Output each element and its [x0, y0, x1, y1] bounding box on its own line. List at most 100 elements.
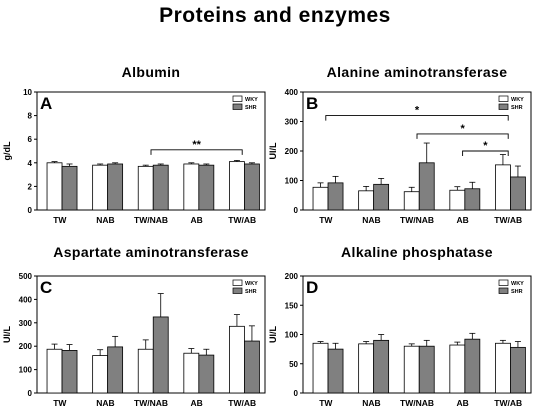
y-tick-label: 400	[285, 88, 299, 97]
y-tick-label: 500	[19, 272, 33, 281]
panel-title: Aspartate aminotransferase	[53, 244, 249, 260]
legend-label: WKY	[245, 281, 258, 287]
figure-title: Proteins and enzymes	[159, 4, 391, 27]
category-label: TW	[53, 398, 67, 408]
legend-label: WKY	[245, 97, 258, 103]
legend-label: SHR	[511, 289, 523, 295]
bar-shr	[510, 346, 526, 394]
y-tick-label: 0	[294, 389, 299, 398]
bar-shr	[152, 164, 169, 211]
bar-wky	[358, 343, 375, 394]
panel-c: Aspartate aminotransferase 0 100 200 300 400 5…	[2, 244, 266, 408]
category-label: AB	[190, 215, 202, 225]
bar-wky	[403, 191, 420, 211]
bar-shr	[327, 182, 344, 211]
bar-wky	[183, 163, 200, 211]
category-label: AB	[456, 215, 468, 225]
bar-wky	[92, 164, 109, 211]
bar-wky	[137, 165, 154, 211]
legend-swatch-wky	[498, 95, 509, 102]
bar-shr	[244, 340, 260, 394]
legend-label: WKY	[511, 281, 524, 287]
bar-shr	[152, 316, 169, 394]
panel-letter: B	[306, 94, 318, 113]
bar-shr	[107, 346, 124, 394]
y-tick-label: 200	[285, 147, 299, 156]
y-tick-label: 8	[28, 112, 33, 121]
category-label: TW/AB	[228, 215, 256, 225]
category-label: TW/AB	[228, 398, 256, 408]
y-tick-label: 400	[19, 295, 33, 304]
significance-bracket	[150, 149, 243, 155]
y-axis-label: UI/L	[268, 142, 278, 160]
y-tick-label: 6	[28, 135, 33, 144]
bar-wky	[46, 162, 63, 211]
panel-letter: D	[306, 278, 318, 297]
panel-d: Alkaline phosphatase 0 50 100 150 200 UI/L D TW N…	[268, 244, 532, 408]
bar-shr	[198, 354, 215, 394]
bar-wky	[46, 348, 63, 394]
bar-shr	[244, 163, 260, 211]
y-tick-label: 200	[19, 342, 33, 351]
significance-label: *	[483, 140, 488, 152]
legend-swatch-wky	[232, 279, 243, 286]
bar-wky	[183, 352, 200, 394]
y-axis-label: g/dL	[2, 141, 12, 160]
bar-wky	[92, 355, 109, 394]
category-label: NAB	[96, 215, 114, 225]
y-tick-label: 100	[285, 177, 299, 186]
y-tick-label: 200	[285, 272, 299, 281]
significance-bracket	[325, 115, 509, 121]
panel-title: Alkaline phosphatase	[341, 244, 493, 260]
panel-a: Albumin 0 2 4 6 8 10 g/dL A TW NAB TW/NAB AB TW/AB ** W…	[2, 64, 266, 225]
y-tick-label: 100	[285, 331, 299, 340]
bar-shr	[373, 339, 390, 394]
bar-shr	[107, 163, 124, 211]
panel-title: Albumin	[122, 64, 181, 80]
significance-bracket	[462, 150, 509, 156]
y-tick-label: 300	[285, 118, 299, 127]
category-label: NAB	[362, 215, 380, 225]
category-label: AB	[456, 398, 468, 408]
y-axis-label: UI/L	[268, 325, 278, 343]
category-label: TW/AB	[494, 398, 522, 408]
bar-wky	[137, 348, 154, 394]
y-tick-label: 300	[19, 319, 33, 328]
category-label: TW/NAB	[400, 215, 434, 225]
y-tick-label: 0	[28, 389, 33, 398]
category-label: TW/NAB	[134, 215, 168, 225]
legend-label: SHR	[511, 105, 523, 111]
legend-swatch-shr	[232, 287, 243, 294]
legend-label: WKY	[511, 97, 524, 103]
legend-swatch-wky	[498, 279, 509, 286]
category-label: AB	[190, 398, 202, 408]
bar-wky	[495, 342, 511, 394]
bar-wky	[312, 342, 329, 394]
bar-shr	[61, 165, 78, 211]
bar-wky	[358, 190, 375, 211]
y-tick-label: 100	[19, 366, 33, 375]
category-label: NAB	[96, 398, 114, 408]
bar-wky	[312, 186, 329, 211]
legend-label: SHR	[245, 289, 257, 295]
bar-wky	[229, 161, 245, 211]
category-label: TW	[53, 215, 67, 225]
category-label: NAB	[362, 398, 380, 408]
bar-wky	[403, 345, 420, 394]
bar-wky	[229, 325, 245, 394]
bar-shr	[327, 348, 344, 394]
bar-shr	[510, 176, 526, 211]
y-tick-label: 0	[28, 206, 33, 215]
bar-shr	[464, 188, 481, 211]
bar-wky	[495, 164, 511, 211]
panel-title: Alanine aminotransferase	[327, 64, 508, 80]
panel-b: Alanine aminotransferase 0 100 200 300 400 UI/…	[268, 64, 532, 225]
bar-shr	[61, 350, 78, 394]
legend-swatch-shr	[232, 103, 243, 110]
category-label: TW	[319, 398, 333, 408]
bar-shr	[418, 162, 435, 211]
y-tick-label: 4	[28, 159, 33, 168]
bar-wky	[449, 189, 466, 211]
y-tick-label: 2	[28, 182, 33, 191]
